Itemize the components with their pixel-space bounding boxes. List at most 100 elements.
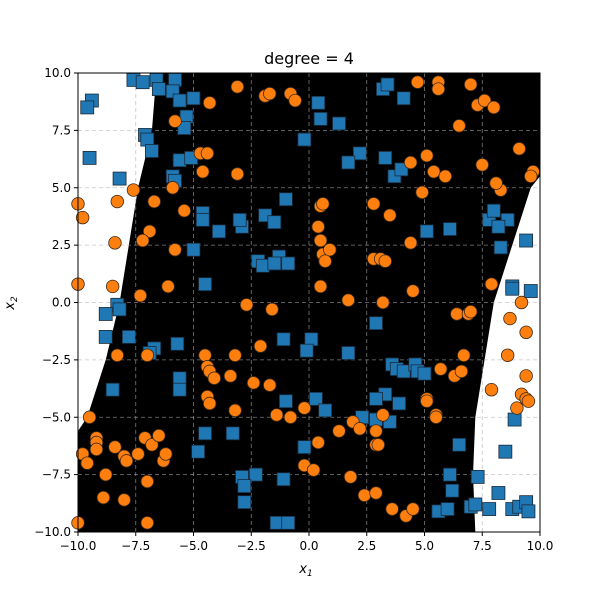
x-tick-label: −7.5 [121, 539, 150, 553]
data-point-circle [500, 348, 515, 362]
data-point-square [491, 486, 506, 500]
data-point-circle [403, 236, 418, 250]
x-axis-label-subscript: 1 [307, 569, 313, 579]
data-point-square [172, 371, 187, 386]
data-point-square [380, 77, 395, 92]
data-point-circle [135, 233, 150, 248]
chart-title: degree = 4 [264, 49, 354, 68]
data-point-circle [200, 146, 215, 161]
data-point-circle [519, 369, 533, 383]
data-point-square [299, 343, 314, 358]
data-point-circle [353, 422, 367, 436]
data-point-square [237, 495, 252, 510]
x-tick-label: −2.5 [237, 539, 266, 553]
data-point-circle [457, 348, 471, 362]
data-point-square [369, 391, 383, 406]
x-tick-label: 0.0 [299, 539, 318, 553]
data-point-square [392, 396, 406, 411]
y-tick-label: −10.0 [34, 525, 71, 539]
data-point-square [297, 440, 312, 454]
data-point-circle [99, 467, 113, 482]
data-point-square [112, 302, 127, 317]
data-point-circle [161, 279, 175, 294]
data-point-circle [484, 277, 499, 291]
data-point-circle [105, 279, 120, 294]
data-point-circle [147, 194, 161, 209]
data-point-square [297, 132, 312, 147]
data-point-circle [316, 197, 330, 211]
y-axis-label-subscript: 2 [10, 296, 20, 302]
data-point-square [396, 91, 411, 106]
data-point-square [470, 470, 485, 484]
data-point-square [318, 403, 333, 418]
data-point-circle [152, 428, 166, 443]
y-tick-label: −2.5 [42, 353, 71, 367]
data-point-circle [378, 254, 392, 268]
data-point-circle [239, 298, 254, 312]
y-tick-label: −5.0 [42, 410, 71, 424]
data-point-square [267, 215, 282, 230]
data-point-square [281, 256, 296, 271]
data-point-square [98, 330, 113, 344]
data-point-circle [369, 486, 383, 500]
data-point-circle [198, 348, 212, 362]
data-point-square [112, 171, 127, 186]
data-point-square [198, 426, 212, 441]
data-point-square [135, 75, 150, 90]
data-point-square [313, 112, 328, 126]
data-point-square [341, 155, 356, 170]
data-point-square [417, 366, 432, 381]
data-point-circle [512, 142, 526, 156]
data-point-circle [269, 408, 284, 422]
data-point-circle [246, 376, 261, 390]
data-point-circle [263, 86, 277, 101]
data-point-circle [96, 490, 111, 505]
data-point-circle [385, 502, 399, 516]
data-point-circle [196, 164, 210, 179]
data-point-square [195, 212, 210, 227]
data-point-square [269, 515, 284, 530]
data-point-square [394, 162, 409, 177]
data-point-circle [510, 401, 524, 415]
data-point-square [172, 382, 187, 397]
data-point-square [225, 426, 240, 441]
data-point-square [248, 467, 263, 482]
data-point-circle [427, 164, 441, 179]
x-axis-label: x1 [298, 562, 312, 579]
data-point-square [281, 515, 296, 530]
data-point-square [237, 479, 252, 494]
data-point-circle [369, 424, 383, 438]
data-point-circle [108, 440, 122, 454]
x-tick-label: 7.5 [473, 539, 492, 553]
data-point-circle [420, 148, 434, 163]
data-point-square [468, 497, 483, 512]
data-point-square [352, 146, 367, 161]
data-point-square [145, 144, 159, 158]
y-axis-label: x2 [3, 296, 20, 311]
data-point-square [255, 258, 270, 273]
data-point-circle [477, 93, 492, 108]
data-point-circle [142, 224, 157, 239]
x-tick-label: 2.5 [357, 539, 376, 553]
data-point-circle [429, 410, 443, 424]
data-point-circle [207, 371, 221, 385]
x-axis-ticks: −10.0 −7.5 −5.0 −2.5 0.0 2.5 5.0 7.5 10.0 [60, 532, 553, 553]
data-point-square [177, 121, 192, 135]
data-point-square [311, 95, 326, 110]
data-point-circle [514, 295, 529, 310]
data-point-square [276, 332, 291, 347]
data-point-square [278, 394, 293, 409]
data-point-circle [311, 220, 325, 234]
data-point-circle [357, 488, 372, 502]
data-point-circle [110, 194, 124, 209]
data-point-square [419, 224, 434, 239]
data-point-square [507, 412, 522, 427]
data-point-circle [110, 348, 124, 362]
data-point-square [98, 307, 113, 321]
data-point-square [80, 100, 95, 115]
data-point-square [332, 116, 346, 131]
data-point-square [452, 437, 467, 452]
class-1-points [71, 75, 540, 530]
data-point-circle [228, 403, 242, 418]
data-point-circle [484, 383, 499, 397]
